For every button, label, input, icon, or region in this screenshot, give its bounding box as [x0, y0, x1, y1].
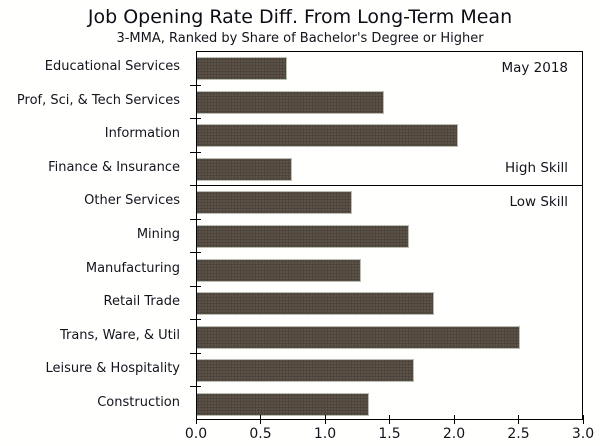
y-axis-tick [190, 285, 201, 287]
category-label: Other Services [84, 193, 180, 209]
category-label: Retail Trade [103, 294, 180, 310]
y-axis-tick [190, 84, 201, 86]
category-label: Manufacturing [85, 260, 180, 276]
bar-other-services [197, 191, 352, 215]
annotation-low-skill: Low Skill [509, 193, 568, 210]
bar-leisure-hospitality [197, 359, 414, 383]
x-axis-tick-label: 0.5 [249, 426, 272, 442]
x-axis-tick-label: 2.0 [442, 426, 466, 442]
bar-prof-sci-tech-services [197, 90, 385, 114]
annotation-may-2018: May 2018 [501, 59, 568, 76]
x-axis-tick-label: 3.0 [571, 426, 595, 442]
x-axis-tick [518, 415, 519, 424]
y-axis-tick [190, 252, 201, 254]
bar-retail-trade [197, 292, 435, 316]
x-axis-tick [453, 415, 455, 424]
y-axis-tick [190, 185, 201, 187]
category-label: Educational Services [44, 59, 180, 75]
x-axis-tick [582, 415, 584, 424]
bar-educational-services [197, 57, 288, 81]
category-axis: Educational Services Prof, Sci, & Tech Se… [0, 51, 188, 420]
bar-trans-ware-util [197, 325, 520, 349]
skill-divider-line [197, 185, 582, 187]
bar-construction [197, 392, 369, 416]
x-axis-tick-label: 1.0 [313, 426, 337, 442]
category-label: Leisure & Hospitality [45, 361, 180, 377]
annotation-high-skill: High Skill [505, 160, 568, 177]
bar-finance-insurance [197, 157, 293, 181]
x-axis-tick [389, 415, 390, 424]
x-axis-tick-label: 1.5 [378, 426, 401, 442]
chart-title: Job Opening Rate Diff. From Long-Term Me… [87, 6, 513, 28]
category-label: Prof, Sci, & Tech Services [16, 92, 180, 108]
y-axis-tick [190, 151, 201, 153]
plot-area: May 2018 High Skill Low Skill [196, 51, 583, 420]
y-axis-tick [190, 118, 201, 120]
category-label: Construction [97, 394, 180, 410]
y-axis-tick [190, 386, 201, 388]
category-label: Trans, Ware, & Util [59, 327, 180, 343]
x-axis-tick-label: 0.0 [184, 426, 208, 442]
bar-mining [197, 225, 409, 248]
category-label: Information [104, 126, 180, 142]
bar-manufacturing [197, 258, 361, 282]
x-axis-tick [324, 415, 326, 424]
chart-subtitle: 3-MMA, Ranked by Share of Bachelor's Deg… [116, 31, 484, 46]
category-label: Mining [136, 227, 180, 242]
x-axis-tick [195, 415, 197, 424]
bar-information [197, 124, 458, 148]
x-axis-tick-label: 2.5 [507, 426, 530, 442]
y-axis-tick [190, 218, 201, 220]
y-axis-tick [190, 319, 201, 321]
x-axis-tick [260, 415, 261, 424]
category-label: Finance & Insurance [48, 159, 180, 175]
y-axis-tick [190, 352, 201, 354]
